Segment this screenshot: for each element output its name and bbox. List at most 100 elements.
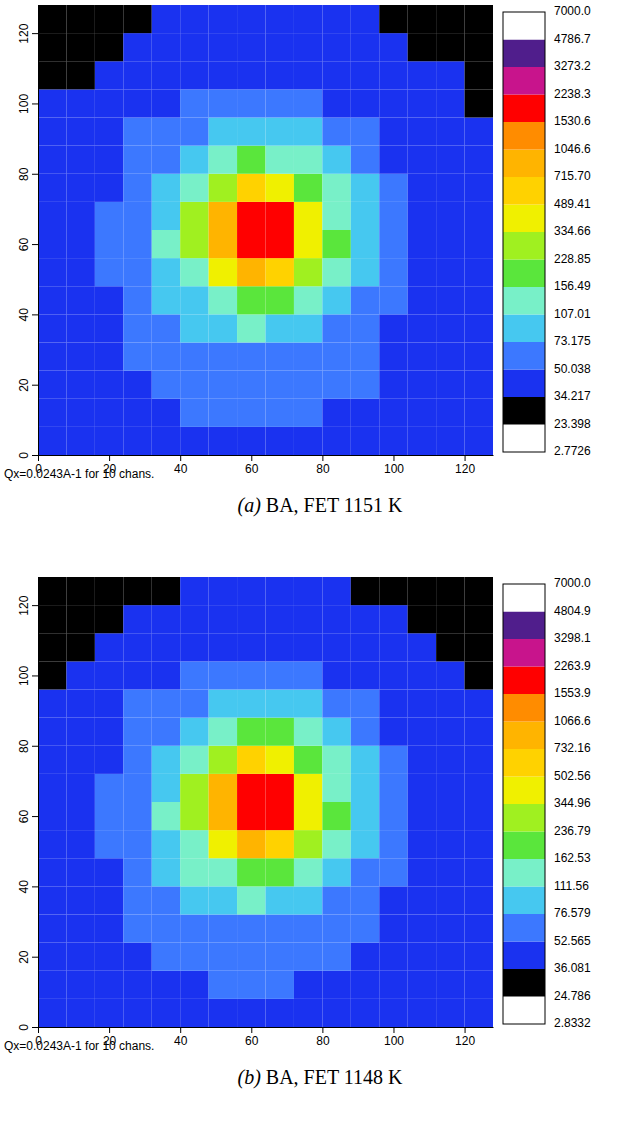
cell: [123, 146, 151, 174]
cell: [180, 802, 208, 830]
y-tick-mark: [32, 886, 38, 887]
cell: [294, 174, 322, 202]
x-tick: 40: [174, 455, 188, 476]
cell: [180, 399, 208, 427]
cell: [351, 718, 379, 746]
cell: [237, 230, 265, 258]
y-tick-label: 60: [17, 238, 31, 252]
cell: [294, 577, 322, 605]
cell: [266, 286, 294, 314]
colorbar-label: 715.70: [554, 169, 591, 183]
cell: [209, 830, 237, 858]
cell: [209, 577, 237, 605]
cell: [266, 774, 294, 802]
colorbar-band: [503, 612, 545, 640]
cell: [123, 746, 151, 774]
cell: [38, 399, 66, 427]
cell: [95, 943, 123, 971]
cell: [322, 802, 350, 830]
y-axis-line: [38, 6, 39, 456]
cell: [180, 943, 208, 971]
cell: [266, 605, 294, 633]
cell: [180, 577, 208, 605]
cell: [38, 146, 66, 174]
cell: [294, 774, 322, 802]
cell: [294, 886, 322, 914]
cell: [408, 690, 436, 718]
cell: [436, 230, 464, 258]
cell: [237, 943, 265, 971]
y-tick-label: 0: [17, 452, 31, 459]
cell: [351, 5, 379, 33]
cell: [123, 230, 151, 258]
cell: [294, 718, 322, 746]
cell: [322, 230, 350, 258]
cell: [38, 718, 66, 746]
cell: [209, 605, 237, 633]
y-tick: 20: [17, 950, 38, 964]
colorbar-label: 52.565: [554, 934, 591, 948]
cell: [351, 33, 379, 61]
cell: [152, 915, 180, 943]
cell: [322, 118, 350, 146]
cell: [123, 118, 151, 146]
cell: [379, 746, 407, 774]
cell: [38, 577, 66, 605]
cell: [95, 286, 123, 314]
cell: [38, 886, 66, 914]
cell: [408, 802, 436, 830]
colorbar-label: 344.96: [554, 796, 591, 810]
cell: [322, 774, 350, 802]
cell: [379, 577, 407, 605]
cell: [465, 577, 493, 605]
cell: [294, 61, 322, 89]
cell: [465, 718, 493, 746]
x-tick-label: 60: [245, 1034, 259, 1048]
cell: [123, 89, 151, 117]
x-tick-mark: [180, 1027, 181, 1033]
cell: [266, 230, 294, 258]
colorbar-label: 489.41: [554, 197, 591, 211]
cell: [180, 971, 208, 999]
annotation: Qx=0.0243A-1 for 10 chans.: [4, 467, 154, 481]
cell: [436, 5, 464, 33]
cell: [379, 286, 407, 314]
cell: [351, 830, 379, 858]
cell: [237, 427, 265, 455]
cell: [209, 971, 237, 999]
cell: [322, 33, 350, 61]
cell: [38, 690, 66, 718]
cell: [465, 286, 493, 314]
y-tick-label: 120: [17, 595, 31, 615]
cell: [266, 858, 294, 886]
colorbar-label: 162.53: [554, 851, 591, 865]
cell: [152, 802, 180, 830]
cell: [266, 118, 294, 146]
cell: [266, 61, 294, 89]
cell: [123, 633, 151, 661]
colorbar-label: 36.081: [554, 961, 591, 975]
x-tick-mark: [465, 455, 466, 461]
cell: [95, 146, 123, 174]
y-tick-label: 80: [17, 739, 31, 753]
cell: [266, 633, 294, 661]
cell: [436, 943, 464, 971]
cell: [465, 343, 493, 371]
cell: [38, 774, 66, 802]
colorbar-label: 1530.6: [554, 114, 591, 128]
cell: [209, 886, 237, 914]
cell: [66, 314, 94, 342]
cell: [38, 118, 66, 146]
cell: [66, 286, 94, 314]
cell: [266, 343, 294, 371]
cell: [209, 718, 237, 746]
cell: [379, 174, 407, 202]
cell: [408, 886, 436, 914]
cell: [95, 258, 123, 286]
cell: [180, 371, 208, 399]
cell: [266, 399, 294, 427]
cell: [322, 286, 350, 314]
cell: [408, 399, 436, 427]
y-tick-mark: [32, 746, 38, 747]
y-tick-mark: [32, 455, 38, 456]
